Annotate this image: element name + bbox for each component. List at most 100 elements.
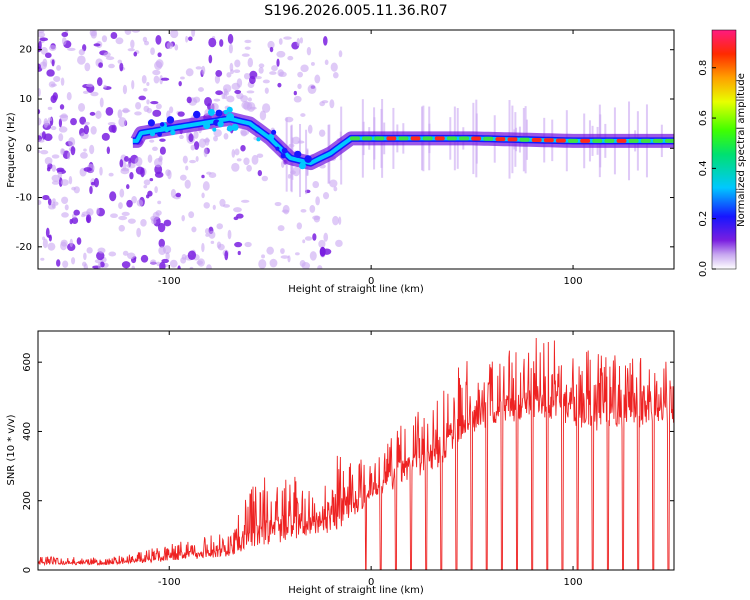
noise-speckle — [154, 157, 163, 168]
noise-speckle — [67, 151, 71, 160]
noise-speckle — [60, 179, 69, 186]
noise-speckle — [93, 177, 99, 188]
ridge-segment — [531, 137, 542, 142]
noise-speckle — [56, 167, 65, 172]
noise-speckle — [93, 43, 101, 47]
noise-speckle — [283, 36, 292, 40]
noise-speckle — [99, 97, 104, 108]
noise-speckle — [119, 188, 125, 198]
noise-speckle — [277, 225, 285, 232]
noise-speckle — [251, 154, 259, 165]
noise-speckle — [165, 169, 171, 177]
spectrogram-noise — [38, 30, 663, 269]
noise-blob — [319, 246, 326, 257]
noise-speckle — [98, 62, 103, 68]
ridge-segment — [386, 136, 397, 141]
noise-speckle — [267, 40, 275, 49]
noise-speckle — [73, 209, 80, 216]
spectrogram-ytick-label: 10 — [19, 94, 32, 105]
noise-speckle — [107, 121, 116, 126]
ridge-blob — [298, 162, 306, 170]
noise-speckle — [76, 237, 82, 245]
noise-speckle — [247, 97, 252, 102]
noise-speckle — [157, 52, 162, 58]
noise-speckle — [323, 36, 328, 46]
noise-speckle — [309, 251, 317, 261]
noise-speckle — [58, 133, 64, 142]
ridge-segment — [592, 138, 603, 143]
ridge-segment — [616, 138, 627, 143]
snr-ylabel: SNR (10 * v/v) — [6, 414, 17, 485]
noise-speckle — [155, 59, 164, 68]
noise-speckle — [338, 50, 343, 58]
noise-speckle — [163, 219, 172, 227]
noise-speckle — [177, 111, 185, 117]
noise-speckle — [47, 166, 51, 172]
noise-speckle — [153, 75, 160, 84]
noise-speckle — [312, 233, 317, 241]
spectrogram-xlabel: Height of straight line (km) — [288, 284, 424, 295]
noise-speckle — [60, 148, 65, 155]
noise-speckle — [329, 99, 335, 109]
noise-speckle — [86, 215, 90, 223]
spectrogram-ytick-label: -10 — [16, 193, 32, 204]
noise-speckle — [83, 148, 87, 152]
noise-speckle — [338, 216, 342, 226]
ridge-blob — [212, 127, 217, 132]
noise-speckle — [43, 133, 53, 142]
noise-speckle — [108, 172, 114, 177]
noise-speckle — [131, 195, 137, 204]
noise-speckle — [322, 192, 330, 200]
noise-speckle — [318, 239, 326, 249]
noise-speckle — [180, 76, 185, 80]
noise-speckle — [47, 242, 56, 251]
noise-speckle — [278, 71, 287, 78]
noise-speckle — [269, 258, 278, 268]
noise-speckle — [231, 162, 240, 172]
noise-speckle — [202, 181, 210, 191]
noise-speckle — [106, 146, 111, 155]
noise-speckle — [110, 32, 118, 40]
noise-speckle — [47, 203, 56, 210]
noise-speckle — [278, 38, 283, 45]
noise-speckle — [193, 141, 200, 150]
noise-speckle — [282, 204, 290, 215]
noise-speckle — [157, 200, 162, 205]
noise-speckle — [256, 153, 264, 158]
ridge-blob — [271, 129, 277, 135]
noise-speckle — [258, 259, 267, 269]
noise-speckle — [42, 238, 48, 249]
noise-speckle — [38, 149, 41, 154]
noise-speckle — [71, 186, 76, 191]
noise-speckle — [228, 43, 233, 54]
noise-speckle — [140, 254, 149, 263]
noise-speckle — [223, 133, 229, 140]
noise-speckle — [208, 37, 217, 48]
noise-speckle — [82, 90, 89, 95]
noise-speckle — [157, 222, 166, 233]
noise-speckle — [223, 88, 228, 95]
noise-speckle — [48, 44, 57, 52]
noise-speckle — [195, 155, 199, 162]
snr-ytick-label: 400 — [22, 422, 33, 441]
noise-speckle — [38, 199, 42, 206]
noise-speckle — [161, 258, 169, 264]
colorbar-tick-label: 0.8 — [698, 60, 709, 76]
noise-speckle — [165, 252, 170, 261]
ridge-segment — [507, 137, 518, 142]
noise-speckle — [247, 57, 254, 68]
noise-speckle — [296, 37, 301, 47]
noise-speckle — [300, 64, 309, 73]
noise-speckle — [40, 149, 49, 155]
noise-speckle — [293, 95, 302, 103]
ridge-blob — [159, 122, 165, 127]
ridge-blob — [256, 137, 261, 142]
noise-speckle — [212, 204, 216, 210]
noise-speckle — [226, 72, 232, 78]
noise-speckle — [297, 83, 302, 90]
noise-speckle — [70, 146, 76, 156]
noise-speckle — [89, 111, 96, 116]
noise-speckle — [115, 37, 124, 45]
ridge-blob — [149, 131, 156, 137]
